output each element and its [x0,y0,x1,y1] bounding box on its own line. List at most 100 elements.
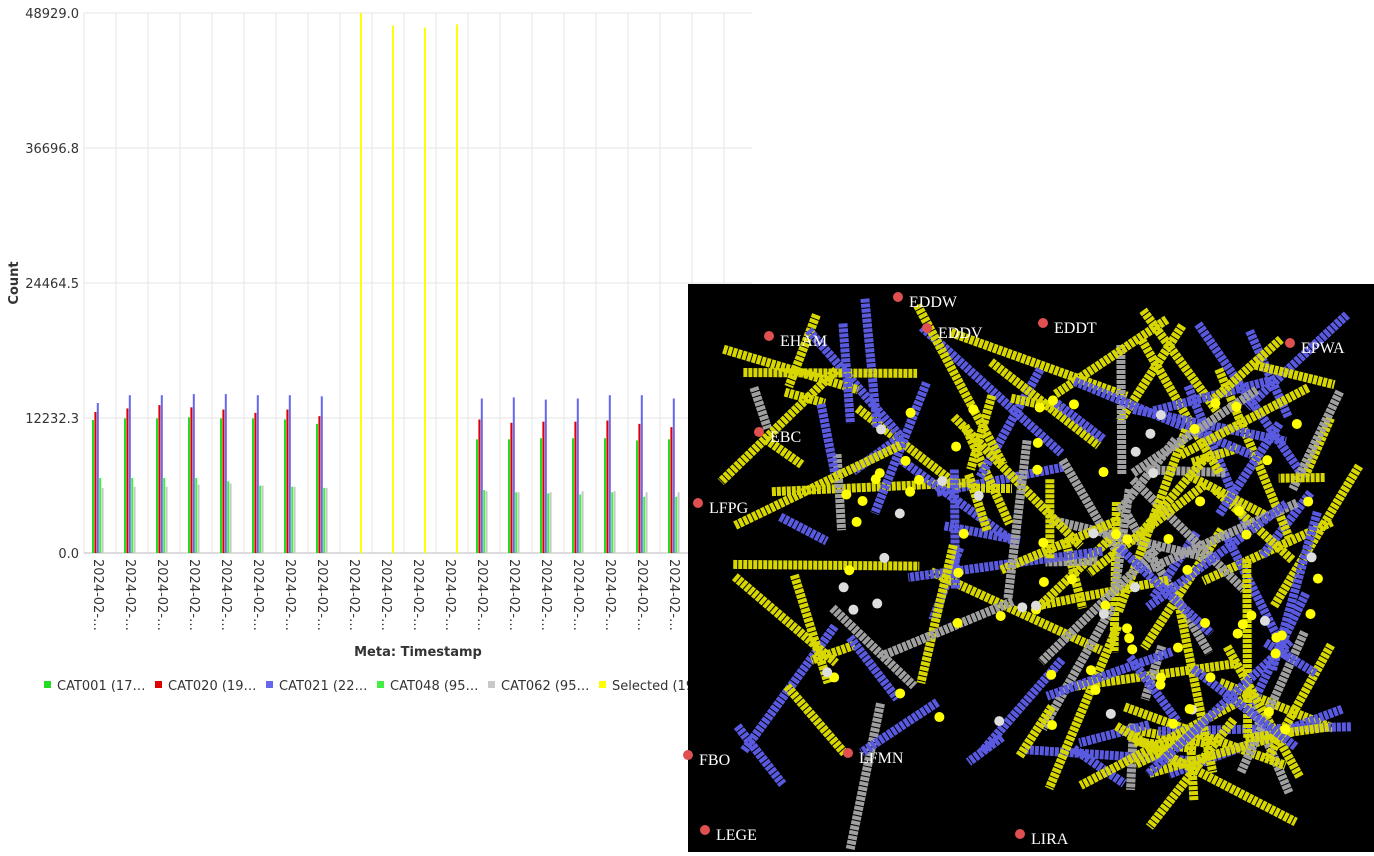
legend-swatch [377,681,384,688]
bar [262,486,264,553]
aircraft [1163,534,1173,544]
legend-swatch [266,681,273,688]
aircraft [1038,538,1048,548]
airport-label: EBC [770,429,801,446]
legend-label: CAT048 (95… [390,679,478,694]
aircraft [953,618,963,628]
aircraft [1260,616,1270,626]
aircraft [1264,707,1274,717]
bar [547,493,549,553]
legend-label: Selected (19 [612,679,694,694]
x-tick-label: 2024-02-… [218,559,233,631]
airport-label: LIRA [1031,831,1069,848]
bar [636,440,638,553]
aircraft [879,553,889,563]
aircraft [848,605,858,615]
aircraft [1156,410,1166,420]
x-tick-label: 2024-02-… [186,559,201,631]
bar [252,418,254,553]
bar [227,481,229,553]
bar [486,491,488,553]
airport-label: LFMN [859,750,904,767]
airport-label: EDDW [909,294,958,311]
airport-label: EDDT [1054,320,1097,337]
aircraft [1099,609,1109,619]
bar [675,497,677,553]
bar [646,492,648,553]
aircraft [1131,447,1141,457]
bar [220,418,222,553]
bar [577,398,579,553]
aircraft [901,456,911,466]
x-tick-label: 2024-02-… [378,559,393,631]
aircraft [974,491,984,501]
aircraft [858,496,868,506]
x-tick-label: 2024-02-… [538,559,553,631]
bar [545,400,547,553]
map-pin [922,323,932,333]
x-tick-label: 2024-02-… [634,559,649,631]
bar [614,491,616,553]
bar [481,398,483,553]
aircraft [1155,680,1165,690]
bar [126,408,128,553]
aircraft [1303,497,1313,507]
bar [542,422,544,553]
aircraft [1124,633,1134,643]
bar [134,487,136,553]
bar [99,478,101,553]
bar [670,427,672,553]
bar [638,424,640,553]
bar [582,491,584,553]
bar [579,495,581,553]
bar [606,421,608,553]
aircraft [1122,534,1132,544]
aircraft [1205,672,1215,682]
bar [604,438,606,553]
map-pin [843,748,853,758]
x-tick-label: 2024-02-… [154,559,169,631]
bar [540,438,542,553]
bar [572,438,574,553]
legend-label: CAT001 (17… [57,679,145,694]
aircraft [1090,685,1100,695]
aircraft [844,565,854,575]
x-tick-label: 2024-02-… [602,559,617,631]
aircraft [876,424,886,434]
aircraft [1127,644,1137,654]
map-pin [764,331,774,341]
aircraft [996,611,1006,621]
aircraft [1231,402,1241,412]
legend-label: CAT062 (95… [501,679,589,694]
aircraft [1032,465,1042,475]
y-tick-label: 36696.8 [25,142,79,157]
bar [289,395,291,553]
aircraft [1035,402,1045,412]
bar [668,439,670,553]
aircraft [937,476,947,486]
aircraft [1307,552,1317,562]
bar [483,490,485,553]
legend-label: CAT021 (22… [279,679,367,694]
bar [124,418,126,553]
aircraft [959,529,969,539]
bar [513,397,515,553]
x-tick-label: 2024-02-… [250,559,265,631]
map-pin [1015,829,1025,839]
bar [673,398,675,553]
bar [518,492,520,553]
bar [643,497,645,553]
bar [611,492,613,553]
aircraft [968,404,978,414]
bar [156,418,158,553]
legend-swatch [599,681,606,688]
bar [259,486,261,553]
bar [129,395,131,553]
bar [190,407,192,553]
aircraft [1238,619,1248,629]
aircraft [1067,574,1077,584]
bar [321,396,323,553]
aircraft [1130,582,1140,592]
